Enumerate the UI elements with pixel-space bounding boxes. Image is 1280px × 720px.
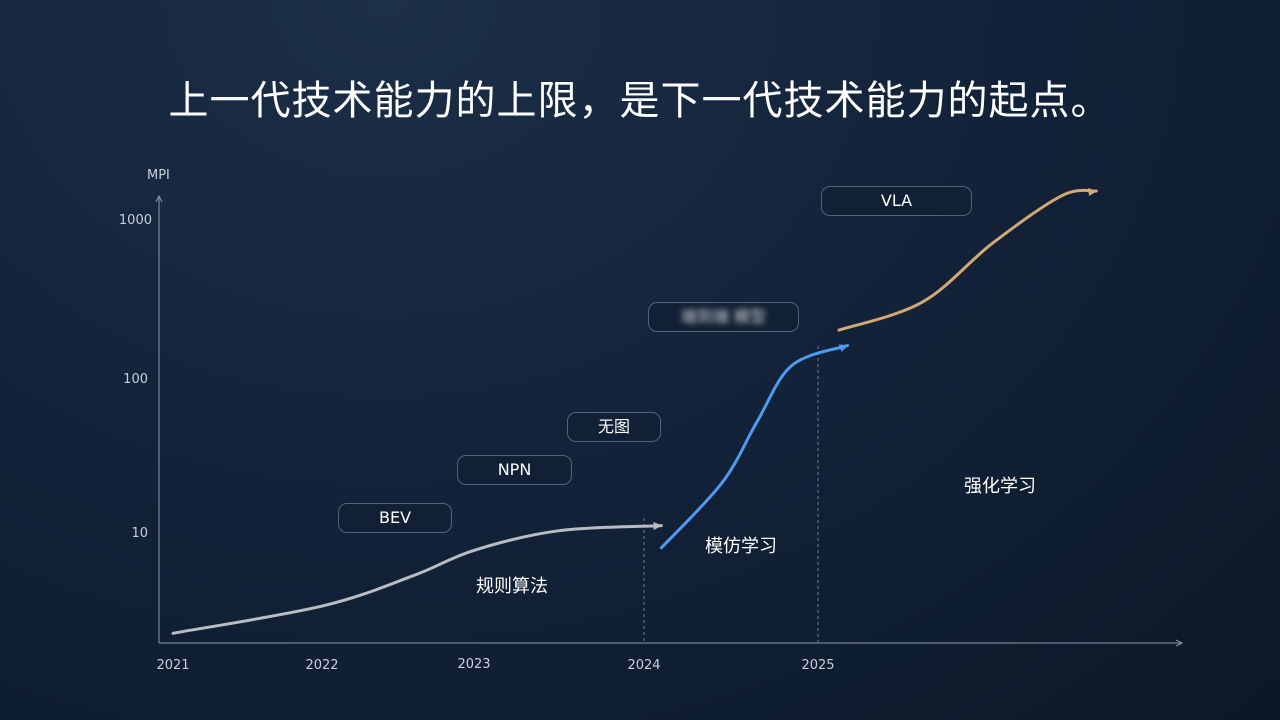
x-tick-label-2025: 2025 [801, 658, 834, 673]
tag-vla-label: VLA [880, 191, 913, 210]
phase-label-rules: 规则算法 [476, 576, 548, 597]
tag-vla: VLA [821, 186, 972, 216]
tag-bev: BEV [338, 503, 452, 533]
x-tick-label-2023: 2023 [457, 657, 490, 672]
x-tick-label-2021: 2021 [156, 658, 189, 673]
tag-npn: NPN [457, 455, 572, 485]
x-tick-label-2022: 2022 [305, 658, 338, 673]
tag-bev-label: BEV [378, 508, 412, 527]
tag-wutu-label: 无图 [597, 417, 630, 436]
tag-npn-label: NPN [497, 460, 532, 479]
page-title: 上一代技术能力的上限，是下一代技术能力的起点。 [168, 78, 1112, 124]
series-line-rules [171, 522, 663, 635]
y-axis-unit-label: MPI [147, 168, 170, 183]
vertical-markers [643, 346, 819, 643]
tag-wutu: 无图 [567, 412, 661, 442]
y-tick-label-100: 100 [123, 372, 148, 387]
y-tick-label-10: 10 [131, 526, 148, 541]
y-tick-label-1000: 1000 [119, 213, 152, 228]
tag-blurred-label: 端到端 模型 [680, 307, 767, 326]
phase-label-rl: 强化学习 [964, 476, 1036, 497]
series-line-imitation [659, 344, 850, 550]
series-group [171, 188, 1098, 635]
phase-label-imitation: 模仿学习 [705, 536, 777, 557]
tag-blurred: 端到端 模型 [648, 302, 799, 332]
x-tick-label-2024: 2024 [627, 658, 660, 673]
series-line-rl [837, 188, 1098, 332]
